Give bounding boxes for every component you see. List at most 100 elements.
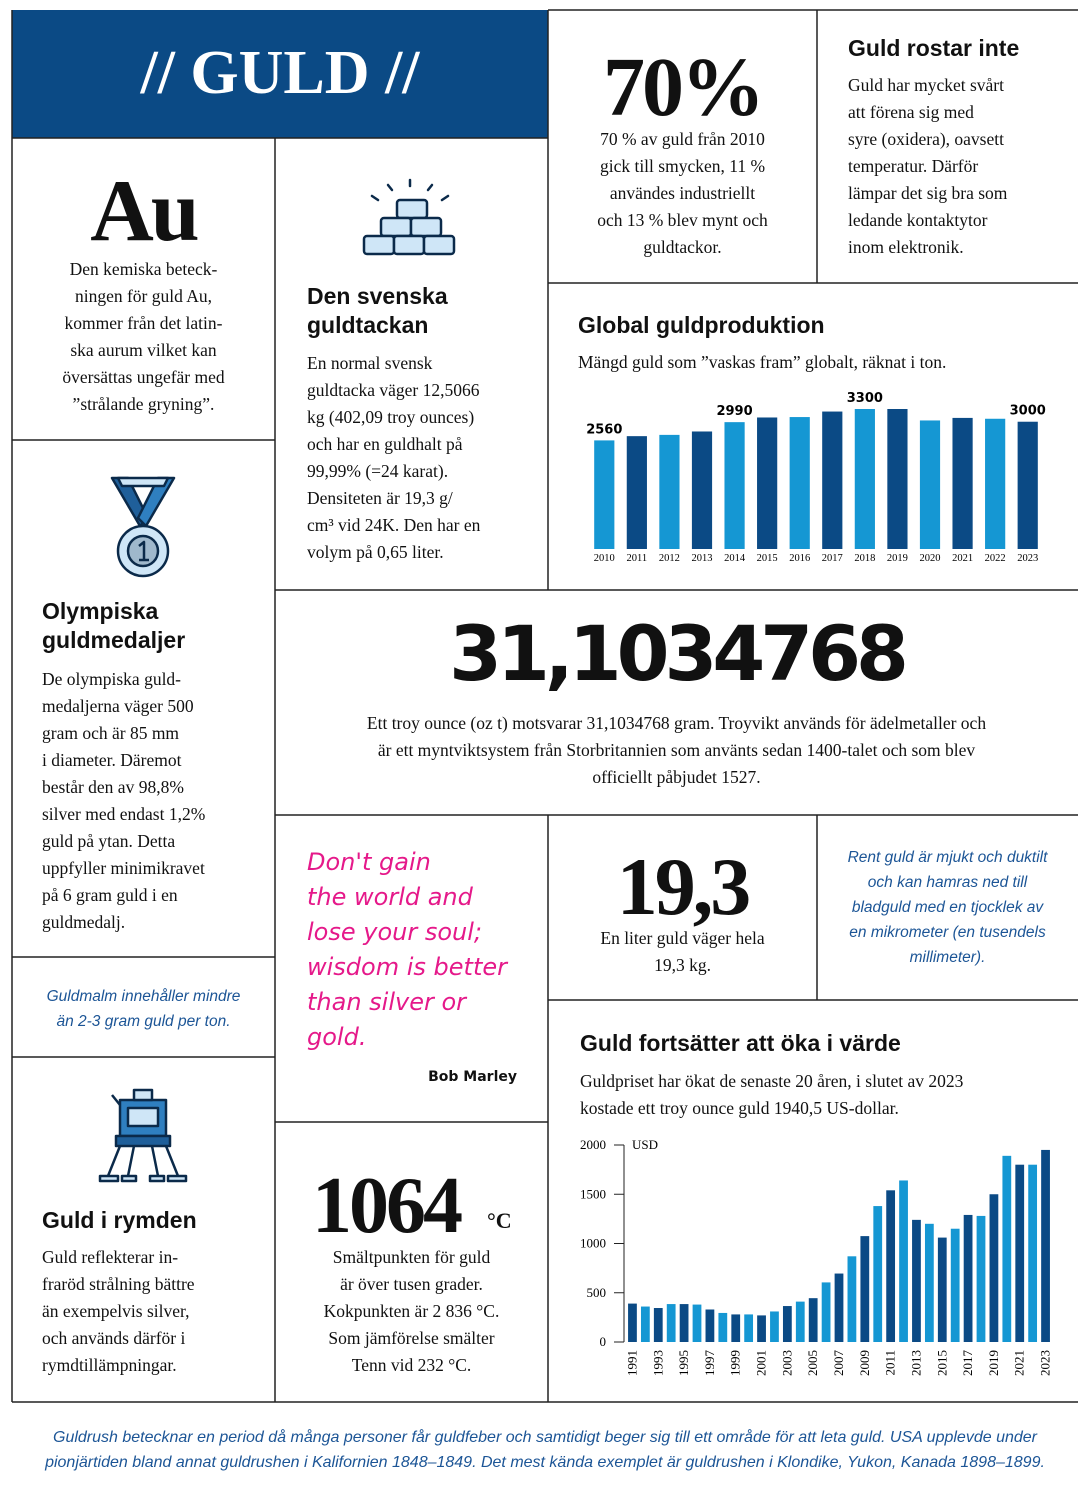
bar xyxy=(822,1282,831,1342)
bar xyxy=(848,1256,857,1342)
bar xyxy=(659,435,679,549)
bar xyxy=(951,1229,960,1342)
bar xyxy=(964,1215,973,1342)
bar xyxy=(952,418,972,549)
bar xyxy=(860,1236,869,1342)
x-tick-label: 1993 xyxy=(650,1350,665,1376)
fact-note: Rent guld är mjukt och duktilt och kan h… xyxy=(817,845,1078,970)
x-tick-label: 2019 xyxy=(986,1350,1001,1376)
bar xyxy=(627,436,647,549)
fact-note: Guldmalm innehåller mindre än 2-3 gram g… xyxy=(12,984,275,1034)
chart-title: Global guldproduktion xyxy=(578,311,825,340)
bar xyxy=(1028,1165,1037,1342)
bar xyxy=(1015,1165,1024,1342)
x-tick-label: 2012 xyxy=(659,553,680,564)
body-text: De olympiska guld- medaljerna väger 500 … xyxy=(42,666,205,936)
box-title: Olympiska guldmedaljer xyxy=(42,597,185,655)
bar xyxy=(790,417,810,549)
x-tick-label: 2018 xyxy=(854,553,875,564)
bar xyxy=(654,1308,663,1342)
y-tick-label: 1000 xyxy=(580,1236,606,1251)
bar xyxy=(667,1304,676,1342)
x-tick-label: 2010 xyxy=(594,553,615,564)
bar xyxy=(770,1311,779,1342)
y-tick-label: 1500 xyxy=(580,1186,606,1201)
bar xyxy=(693,1305,702,1342)
infographic: 2560201020112012201329902014201520162017… xyxy=(0,0,1078,1497)
y-tick-label: 500 xyxy=(587,1285,607,1300)
footer-note: Guldrush betecknar en period då många pe… xyxy=(12,1425,1078,1475)
bar xyxy=(835,1274,844,1342)
bar xyxy=(938,1238,947,1342)
value-label: 3300 xyxy=(847,391,883,406)
body-text: Ett troy ounce (oz t) motsvarar 31,10347… xyxy=(275,710,1078,791)
page-title: // GULD // xyxy=(12,42,548,104)
x-tick-label: 2011 xyxy=(883,1350,898,1376)
bar xyxy=(886,1190,895,1342)
bar xyxy=(822,412,842,549)
element-symbol: Au xyxy=(12,168,275,256)
bar xyxy=(641,1307,650,1342)
x-tick-label: 1997 xyxy=(702,1350,717,1377)
chart-subtitle: Mängd guld som ”vaskas fram” globalt, rä… xyxy=(578,349,946,376)
bar xyxy=(873,1206,882,1342)
x-tick-label: 1999 xyxy=(728,1350,743,1376)
x-tick-label: 2019 xyxy=(887,553,908,564)
x-tick-label: 2003 xyxy=(779,1350,794,1376)
x-tick-label: 2013 xyxy=(908,1350,923,1376)
x-tick-label: 2023 xyxy=(1017,553,1038,564)
body-text: En normal svensk guldtacka väger 12,5066… xyxy=(307,350,480,566)
x-tick-label: 2015 xyxy=(934,1350,949,1376)
quote-author: Bob Marley xyxy=(307,1069,517,1085)
bar xyxy=(985,419,1005,549)
x-tick-label: 1991 xyxy=(624,1350,639,1376)
x-tick-label: 2009 xyxy=(857,1350,872,1376)
big-number: 19,3 xyxy=(548,846,817,928)
gold-bars-icon xyxy=(364,180,454,254)
bar xyxy=(925,1224,934,1342)
y-tick-label: 2000 xyxy=(580,1137,606,1152)
value-label: 3000 xyxy=(1010,404,1046,419)
x-tick-label: 2005 xyxy=(805,1350,820,1376)
value-label: 2560 xyxy=(586,422,622,437)
big-number: 31,1034768 xyxy=(275,616,1078,692)
x-tick-label: 2011 xyxy=(627,553,648,564)
box-title: Guld i rymden xyxy=(42,1206,197,1235)
bar xyxy=(920,420,940,549)
x-tick-label: 2023 xyxy=(1038,1350,1053,1376)
bar xyxy=(990,1194,999,1342)
body-text: 70 % av guld från 2010 gick till smycken… xyxy=(548,126,817,261)
bar xyxy=(706,1309,715,1342)
bar xyxy=(1018,422,1038,549)
x-tick-label: 2016 xyxy=(789,553,810,564)
bar xyxy=(680,1304,689,1342)
value-label: 2990 xyxy=(716,404,752,419)
body-text: Guld har mycket svårt att förena sig med… xyxy=(848,72,1007,261)
x-tick-label: 2013 xyxy=(692,553,713,564)
box-title: Guld rostar inte xyxy=(848,34,1019,63)
x-tick-label: 2015 xyxy=(757,553,778,564)
bar xyxy=(731,1314,740,1342)
box-title: Den svenska guldtackan xyxy=(307,282,448,340)
x-tick-label: 2020 xyxy=(920,553,941,564)
x-tick-label: 1995 xyxy=(676,1350,691,1376)
x-tick-label: 2021 xyxy=(1012,1350,1027,1376)
x-tick-label: 2021 xyxy=(952,553,973,564)
bar xyxy=(744,1314,753,1342)
unit: °C xyxy=(487,1208,512,1234)
chart-subtitle: Guldpriset har ökat de senaste 20 åren, … xyxy=(580,1068,963,1122)
bar xyxy=(855,409,875,549)
quote: Don't gain the world and lose your soul;… xyxy=(307,845,507,1055)
bar xyxy=(783,1306,792,1342)
body-text: Smältpunkten för guld är över tusen grad… xyxy=(275,1244,548,1379)
bar xyxy=(912,1220,921,1342)
body-text: Guld reflekterar in- fraröd strålning bä… xyxy=(42,1244,195,1379)
bar xyxy=(724,422,744,549)
lander-icon xyxy=(100,1090,186,1181)
bar xyxy=(796,1302,805,1342)
bar xyxy=(809,1298,818,1342)
big-number: 1064 xyxy=(312,1166,460,1246)
bar xyxy=(718,1313,727,1342)
bar xyxy=(899,1180,908,1342)
bar xyxy=(757,1315,766,1342)
